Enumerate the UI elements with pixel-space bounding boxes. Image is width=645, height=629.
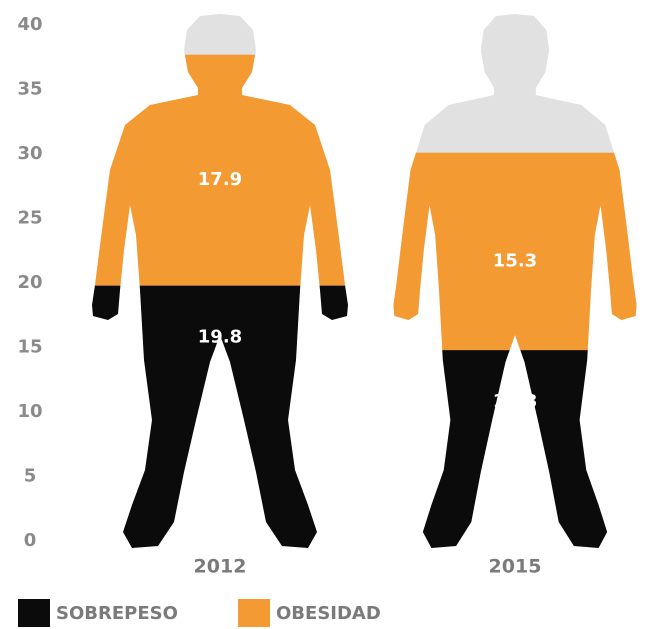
- value-label: 19.8: [198, 327, 242, 348]
- x-tick-label: 2012: [194, 556, 247, 578]
- y-tick-label: 15: [17, 337, 42, 358]
- value-label: 14.8: [493, 391, 537, 412]
- y-tick-label: 10: [17, 401, 42, 422]
- value-label: 17.9: [198, 169, 242, 190]
- legend-label: OBESIDAD: [276, 603, 381, 624]
- figure: [92, 14, 348, 548]
- y-tick-label: 20: [17, 272, 42, 293]
- bar-segment: [393, 350, 637, 548]
- legend-swatch: [238, 599, 270, 627]
- x-tick-label: 2015: [489, 556, 542, 578]
- legend-label: SOBREPESO: [56, 603, 178, 624]
- legend-swatch: [18, 599, 50, 627]
- figure: [393, 14, 637, 548]
- y-tick-label: 40: [17, 14, 42, 35]
- y-tick-label: 5: [24, 466, 37, 487]
- y-tick-label: 30: [17, 143, 42, 164]
- y-tick-label: 25: [17, 208, 42, 229]
- value-label: 15.3: [493, 250, 537, 271]
- y-tick-label: 0: [24, 530, 37, 551]
- y-tick-label: 35: [17, 79, 42, 100]
